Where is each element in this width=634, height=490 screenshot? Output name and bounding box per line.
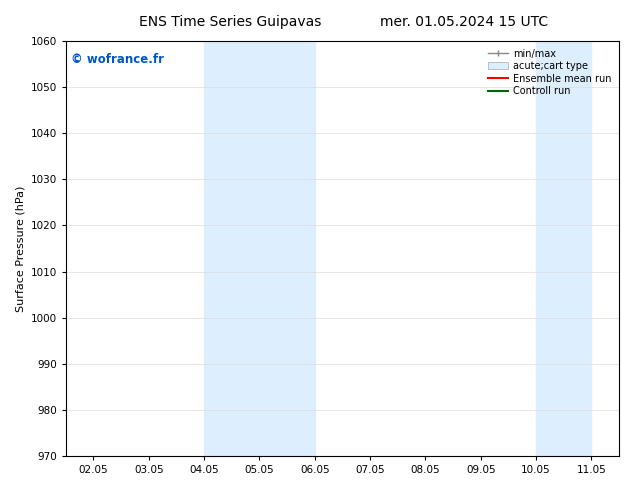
Bar bbox=[536, 41, 592, 456]
Text: ENS Time Series Guipavas: ENS Time Series Guipavas bbox=[139, 15, 322, 29]
Text: mer. 01.05.2024 15 UTC: mer. 01.05.2024 15 UTC bbox=[380, 15, 548, 29]
Legend: min/max, acute;cart type, Ensemble mean run, Controll run: min/max, acute;cart type, Ensemble mean … bbox=[486, 46, 614, 99]
Bar bbox=[204, 41, 314, 456]
Text: © wofrance.fr: © wofrance.fr bbox=[72, 53, 164, 67]
Y-axis label: Surface Pressure (hPa): Surface Pressure (hPa) bbox=[15, 185, 25, 312]
